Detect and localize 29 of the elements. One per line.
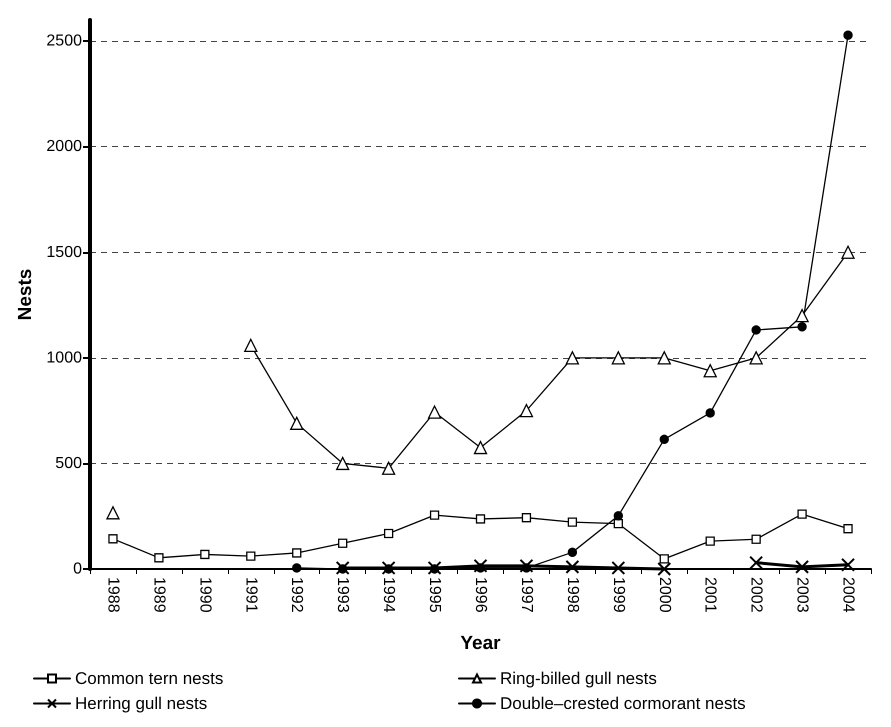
x-tick-label: 1991 [242, 577, 260, 613]
y-tick-label: 1500 [46, 244, 82, 261]
y-tick-label: 1000 [46, 349, 82, 366]
x-tick-label: 1993 [334, 577, 352, 613]
x-tick-label: 1988 [104, 577, 122, 613]
x-axis-title: Year [460, 633, 502, 654]
x-tick-label: 2001 [702, 577, 719, 613]
x-tick-label: 2002 [748, 577, 765, 613]
x-tick-label: 2004 [840, 577, 857, 613]
x-tick-label: 1997 [518, 577, 535, 613]
y-axis-title: Nests [15, 268, 36, 320]
x-tick-label: 1989 [150, 577, 168, 613]
x-tick-label: 1992 [288, 577, 306, 613]
y-tick-label: 0 [73, 560, 82, 578]
legend-label: Ring-billed gull nests [500, 669, 657, 688]
x-tick-label: 2003 [794, 577, 811, 613]
y-tick-label: 2500 [46, 32, 82, 50]
y-tick-label: 500 [55, 454, 82, 472]
y-tick-label: 2000 [46, 138, 82, 156]
x-tick-label: 1996 [472, 577, 489, 613]
legend-label: Double–crested cormorant nests [500, 694, 746, 713]
x-tick-label: 2000 [656, 577, 673, 613]
x-tick-label: 1995 [426, 577, 444, 613]
legend-label: Herring gull nests [75, 694, 208, 713]
x-tick-label: 1990 [196, 577, 214, 613]
legend-label: Common tern nests [75, 669, 224, 688]
x-tick-label: 1994 [380, 577, 398, 613]
x-tick-label: 1999 [610, 577, 627, 613]
x-tick-label: 1998 [564, 577, 581, 613]
